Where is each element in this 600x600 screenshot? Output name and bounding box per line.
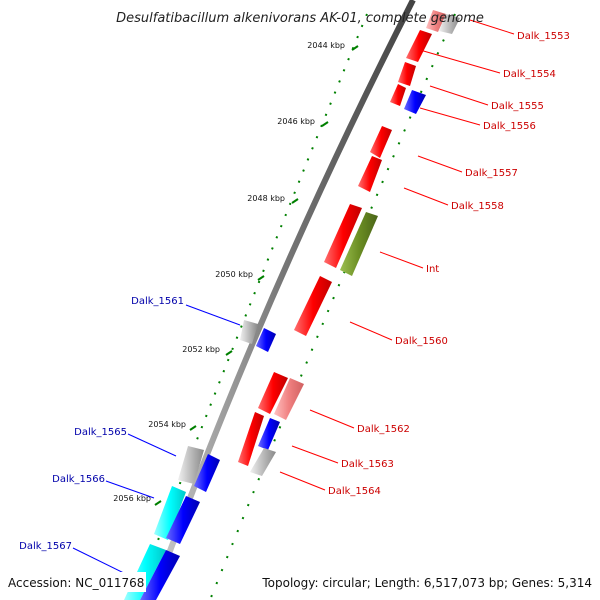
leader-lines-left bbox=[72, 304, 241, 576]
footer-right-bg bbox=[256, 572, 596, 592]
tick-label: 2052 kbp bbox=[182, 345, 220, 354]
topology-text: Topology: circular; Length: 6,517,073 bp… bbox=[261, 576, 592, 590]
gene-label-dalk-1557: Dalk_1557 bbox=[465, 168, 518, 179]
tick-label: 2054 kbp bbox=[148, 420, 186, 429]
gene-dalk-1564[interactable] bbox=[250, 448, 276, 476]
tick-label: 2056 kbp bbox=[113, 494, 151, 503]
gene-dalk-1562[interactable] bbox=[258, 372, 304, 420]
gene-dalk-1558[interactable] bbox=[358, 156, 382, 192]
gene-label-int: Int bbox=[426, 264, 439, 275]
gene-label-dalk-1561: Dalk_1561 bbox=[131, 296, 184, 307]
tick-label: 2044 kbp bbox=[307, 41, 345, 50]
gene-dalk-1565[interactable] bbox=[178, 446, 220, 492]
gene-dalk-1563[interactable] bbox=[238, 412, 280, 466]
scale-ticks bbox=[154, 45, 359, 506]
gene-label-dalk-1564: Dalk_1564 bbox=[328, 486, 381, 497]
tick-label: 2046 kbp bbox=[277, 117, 315, 126]
gene-label-dalk-1558: Dalk_1558 bbox=[451, 201, 504, 212]
gene-label-dalk-1553: Dalk_1553 bbox=[517, 31, 570, 42]
gene-label-dalk-1562: Dalk_1562 bbox=[357, 424, 410, 435]
gene-label-dalk-1566: Dalk_1566 bbox=[52, 474, 105, 485]
gene-dalk-1561[interactable] bbox=[240, 320, 276, 352]
gene-dalk-1554[interactable] bbox=[398, 62, 416, 86]
gene-label-dalk-1563: Dalk_1563 bbox=[341, 459, 394, 470]
leader-lines-right bbox=[279, 19, 515, 491]
gene-dalk-1560[interactable] bbox=[294, 276, 332, 336]
tick-label: 2048 kbp bbox=[247, 194, 285, 203]
tick-label: 2050 kbp bbox=[215, 270, 253, 279]
gene-dalk-1557[interactable] bbox=[370, 126, 392, 158]
gene-label-dalk-1560: Dalk_1560 bbox=[395, 336, 448, 347]
gene-int[interactable] bbox=[340, 212, 378, 276]
gene-dalk-1559[interactable] bbox=[324, 204, 362, 268]
gene-label-dalk-1555: Dalk_1555 bbox=[491, 101, 544, 112]
gene-label-dalk-1554: Dalk_1554 bbox=[503, 69, 556, 80]
gene-label-dalk-1556: Dalk_1556 bbox=[483, 121, 536, 132]
gene-dalk-1555[interactable] bbox=[390, 84, 406, 106]
gene-dalk-1553[interactable] bbox=[406, 10, 460, 62]
map-title: Desulfatibacillum alkenivorans AK-01, co… bbox=[116, 11, 484, 26]
gene-label-dalk-1567: Dalk_1567 bbox=[19, 541, 72, 552]
gene-dalk-1566[interactable] bbox=[154, 486, 200, 544]
accession-text: Accession: NC_011768 bbox=[8, 576, 144, 590]
footer-left-bg bbox=[4, 572, 146, 592]
gene-label-dalk-1565: Dalk_1565 bbox=[74, 427, 127, 438]
gene-dalk-1556[interactable] bbox=[404, 90, 426, 114]
